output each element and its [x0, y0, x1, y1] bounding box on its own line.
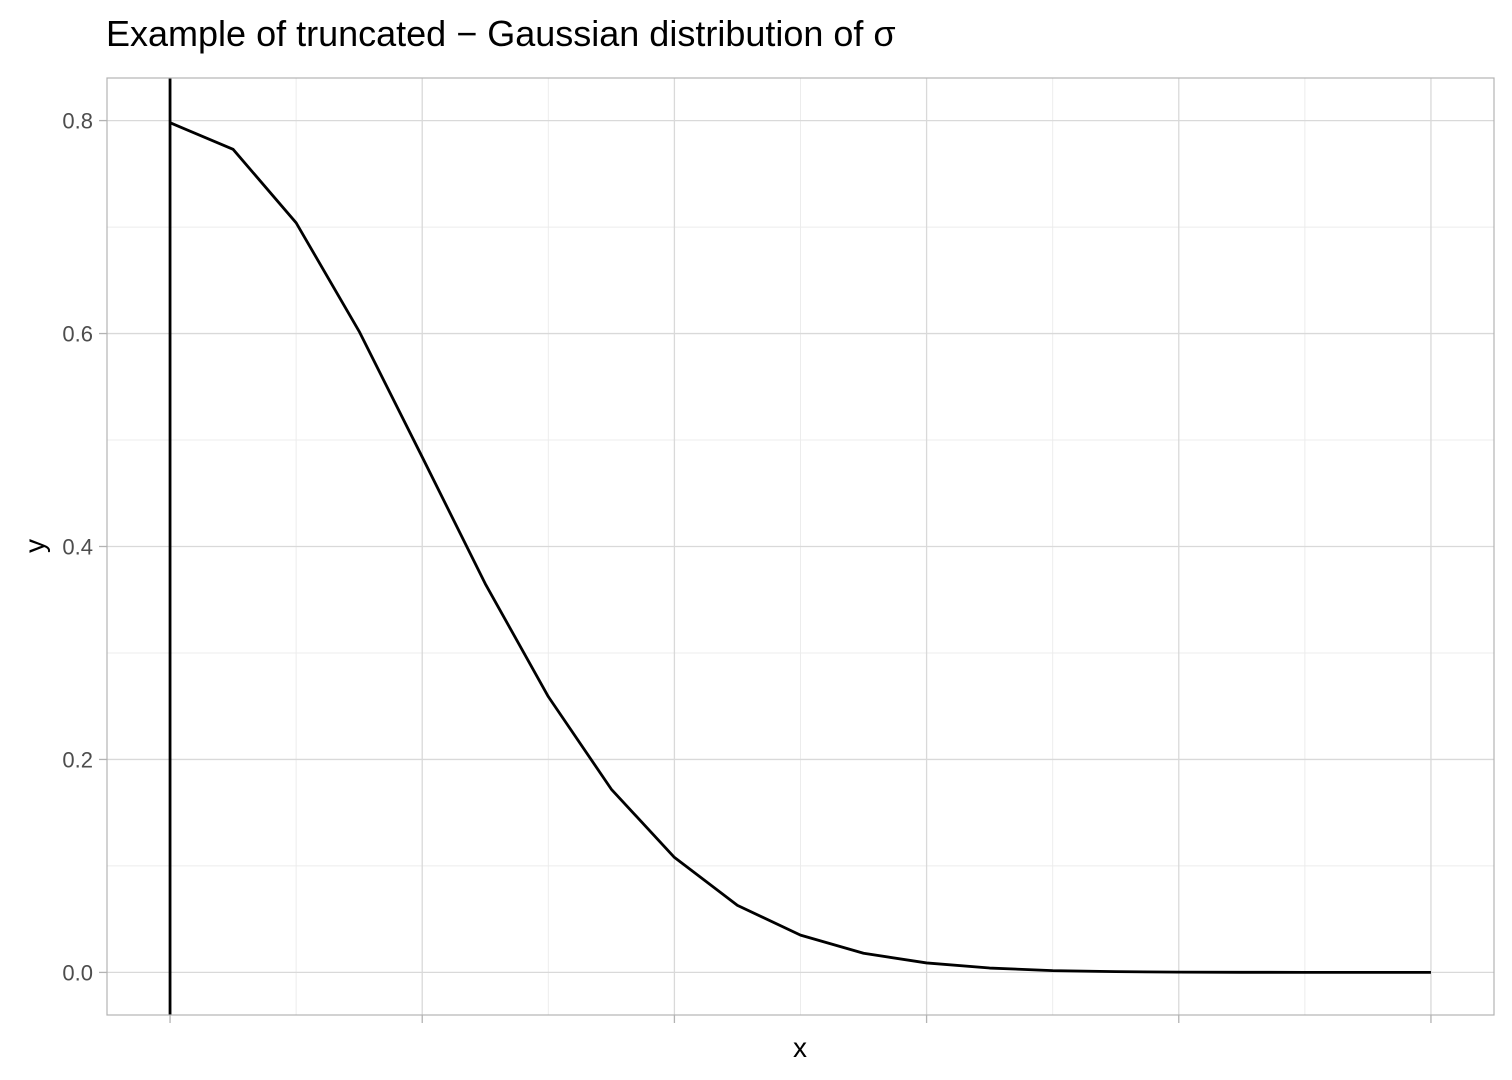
y-tick-label-3: 0.6 [62, 322, 93, 347]
x-axis-ticks [169, 1015, 1432, 1023]
y-axis-ticks [99, 119, 107, 974]
y-tick-label-2: 0.4 [62, 535, 93, 560]
y-tick-label-4: 0.8 [62, 109, 93, 134]
y-axis-title: y [19, 539, 50, 553]
density-curve [169, 121, 1431, 974]
x-axis-title: x [793, 1032, 807, 1063]
y-tick-label-1: 0.2 [62, 747, 93, 772]
y-tick-label-0: 0.0 [62, 960, 93, 985]
major-grid [107, 78, 1494, 1015]
chart-title: Example of truncated − Gaussian distribu… [106, 13, 896, 54]
y-axis-tick-labels: 0.0 0.2 0.4 0.6 0.8 [62, 109, 93, 986]
